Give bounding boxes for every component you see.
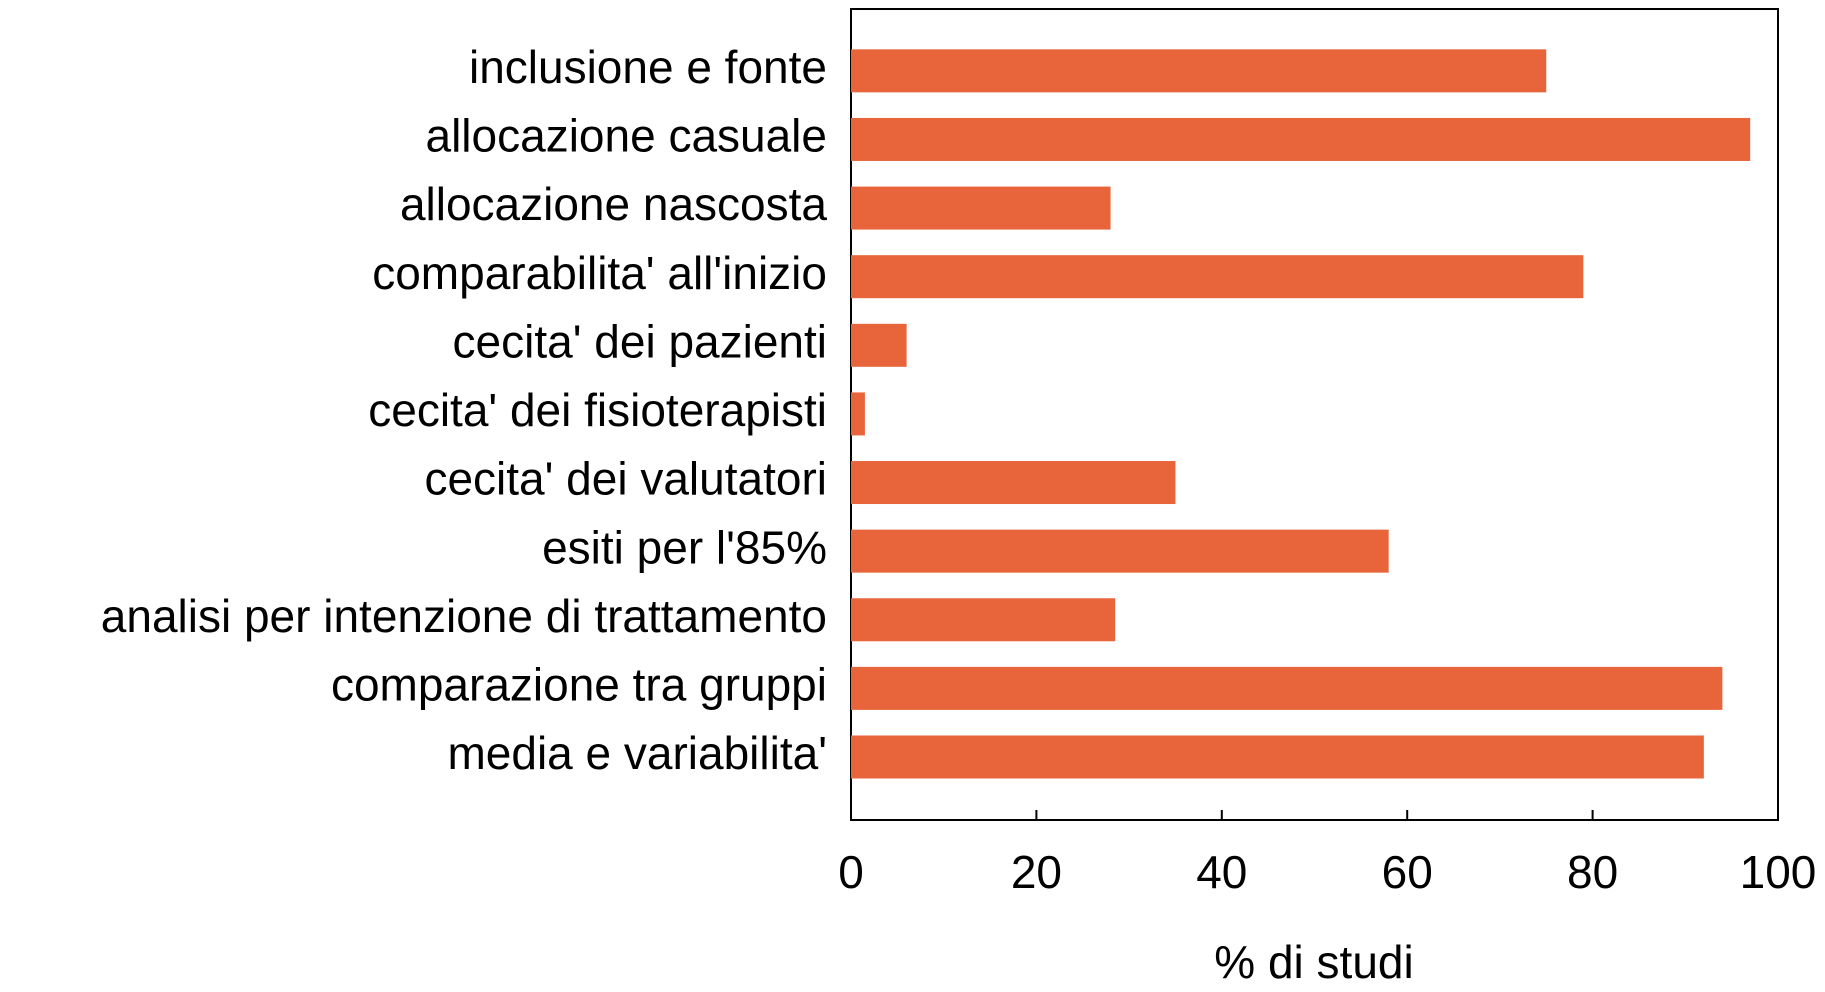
y-tick-label: analisi per intenzione di trattamento [101,590,827,642]
y-tick-label: cecita' dei fisioterapisti [368,384,827,436]
y-tick-label: cecita' dei valutatori [424,453,827,505]
x-tick-label: 100 [1740,846,1817,898]
y-tick-label: cecita' dei pazienti [453,315,827,367]
y-tick-label: inclusione e fonte [469,41,827,93]
bar [851,255,1584,299]
x-tick-label: 40 [1196,846,1247,898]
x-axis-label: % di studi [1214,936,1413,988]
bar [851,186,1111,230]
bar [851,392,865,436]
bar [851,735,1704,779]
bar [851,598,1116,642]
x-tick-label: 60 [1382,846,1433,898]
bar [851,666,1723,710]
y-tick-label: esiti per l'85% [542,521,827,573]
x-tick-label: 20 [1011,846,1062,898]
bar [851,323,907,367]
y-tick-label: comparabilita' all'inizio [372,247,827,299]
y-tick-label: allocazione nascosta [400,178,827,230]
x-tick-label: 80 [1567,846,1618,898]
y-tick-label: comparazione tra gruppi [331,659,827,711]
bar [851,529,1389,573]
bar [851,117,1751,161]
y-tick-label: media e variabilita' [447,727,827,779]
bar [851,49,1547,93]
x-tick-label: 0 [838,846,864,898]
bar [851,461,1176,505]
y-tick-label: allocazione casuale [426,110,828,162]
